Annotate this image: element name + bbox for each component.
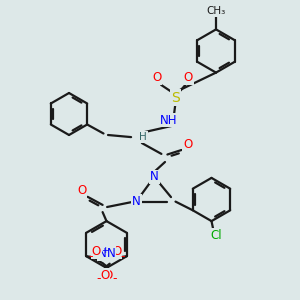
Text: N: N	[132, 195, 141, 208]
Text: NH: NH	[160, 113, 177, 127]
Text: O: O	[184, 71, 193, 84]
Text: S: S	[171, 91, 180, 104]
Text: O: O	[152, 71, 161, 84]
Text: -: -	[88, 250, 92, 263]
Text: O: O	[112, 245, 122, 258]
Text: +: +	[101, 246, 108, 255]
Text: N: N	[107, 247, 116, 260]
Text: CH₃: CH₃	[206, 6, 226, 16]
Text: O: O	[100, 269, 109, 282]
Text: +: +	[105, 246, 112, 255]
Text: Cl: Cl	[210, 229, 222, 242]
Text: N: N	[98, 247, 106, 260]
Text: O: O	[104, 269, 113, 282]
Text: H: H	[139, 132, 147, 142]
Text: -: -	[112, 272, 117, 285]
Text: O: O	[77, 184, 86, 197]
Text: O: O	[92, 245, 101, 258]
Text: O: O	[183, 138, 192, 152]
Text: -: -	[121, 250, 125, 263]
Text: N: N	[150, 170, 159, 184]
Text: -: -	[96, 272, 101, 285]
